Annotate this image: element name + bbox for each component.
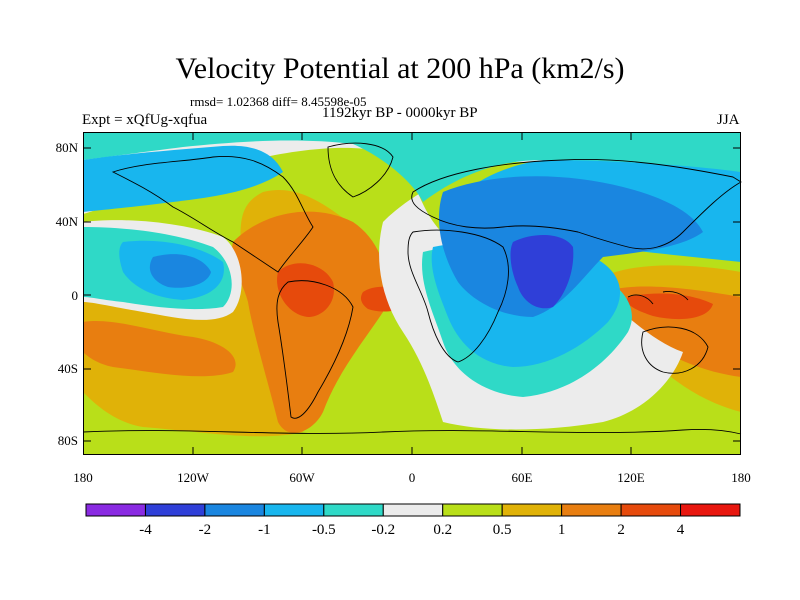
colorbar-label: -0.5 — [311, 522, 336, 538]
plot-title: Velocity Potential at 200 hPa (km2/s) — [175, 52, 625, 85]
colorbar-swatch — [85, 503, 146, 517]
colorbar-label: 2 — [617, 522, 625, 538]
colorbar-label: -2 — [198, 522, 212, 538]
axis-ticks — [83, 132, 741, 455]
velocity-potential-map — [83, 132, 742, 455]
field-negative-1-west — [149, 254, 211, 288]
colorbar-label: 4 — [676, 522, 685, 538]
lon-label-180-right: 180 — [731, 470, 751, 485]
colorbar-swatch — [442, 503, 503, 517]
lon-label-60e: 60E — [511, 470, 533, 485]
field-positive-1-west — [83, 320, 236, 377]
colorbar-swatch — [561, 503, 622, 517]
lat-label-80n: 80N — [55, 140, 78, 155]
colorbar-label: 1 — [557, 522, 566, 538]
colorbar-swatch — [680, 503, 741, 517]
season-label: JJA — [717, 112, 740, 128]
lat-label-80s: 80S — [57, 433, 78, 448]
colorbar-swatch — [263, 503, 325, 517]
coastlines — [83, 142, 742, 435]
colorbar-swatch — [323, 503, 384, 517]
field-positive-2 — [277, 263, 334, 317]
colorbar-swatch — [144, 503, 206, 517]
lat-label-0: 0 — [71, 288, 79, 303]
lon-label-120w: 120W — [177, 470, 209, 485]
colorbar-label: -4 — [139, 522, 152, 538]
colorbar — [85, 503, 741, 517]
lon-label-60w: 60W — [289, 470, 315, 485]
lat-label-40n: 40N — [55, 214, 78, 229]
colorbar-swatch — [382, 503, 444, 517]
field-negative-02 — [83, 132, 741, 202]
experiment-label: Expt = xQfUg-xqfua — [82, 112, 208, 128]
colorbar-swatch — [620, 503, 682, 517]
colorbar-swatch — [501, 503, 563, 517]
colorbar-swatch — [204, 503, 265, 517]
field-positive-2-east — [626, 293, 713, 320]
field-negative-2 — [510, 235, 574, 309]
colorbar-label: -1 — [258, 522, 271, 538]
lon-label-0: 0 — [408, 470, 416, 485]
lon-label-120e: 120E — [617, 470, 645, 485]
field-negative-05 — [83, 145, 283, 212]
colorbar-label: 0.5 — [492, 522, 512, 538]
lat-label-40s: 40S — [57, 361, 78, 376]
stats-text: rmsd= 1.02368 diff= 8.45598e-05 — [190, 94, 367, 109]
colorbar-label: 0.2 — [433, 522, 453, 538]
period-label: 1192kyr BP - 0000kyr BP — [322, 105, 478, 121]
lon-label-180-left: 180 — [73, 470, 93, 485]
colorbar-label: -0.2 — [371, 522, 396, 538]
